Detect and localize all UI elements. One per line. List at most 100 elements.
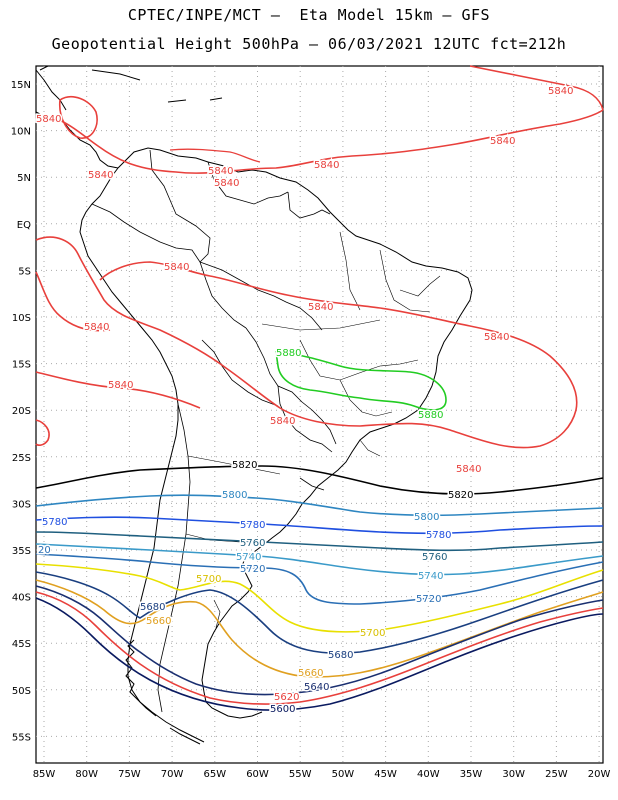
label-5820: 5820 xyxy=(448,490,473,501)
contour-5740 xyxy=(35,543,604,576)
map-frame xyxy=(35,65,604,764)
yucatan-coast xyxy=(35,69,67,111)
longitude-labels: 85W 80W 75W 70W 65W 60W 55W 50W 45W 40W 35W 30W 25W 2… xyxy=(33,769,611,780)
contour-lines xyxy=(35,65,604,711)
contour-5780 xyxy=(35,516,604,535)
contour-5840-northeast xyxy=(469,65,604,111)
lon-label: 75W xyxy=(118,769,141,780)
contour-5840-south xyxy=(35,236,578,449)
lon-label: 50W xyxy=(332,769,355,780)
label-5880: 5880 xyxy=(418,410,443,421)
label-5800: 5800 xyxy=(414,512,439,523)
lon-label: 45W xyxy=(374,769,397,780)
lat-label: 45S xyxy=(12,639,31,650)
contour-5840-pacific xyxy=(35,371,201,409)
label-5840: 5840 xyxy=(88,170,113,181)
lon-label: 40W xyxy=(417,769,440,780)
label-5840: 5840 xyxy=(164,262,189,273)
label-5640: 5640 xyxy=(304,682,329,693)
label-5840: 5840 xyxy=(270,416,295,427)
map-subtitle: Geopotential Height 500hPa – 06/03/2021 … xyxy=(51,35,567,53)
label-5840: 5840 xyxy=(108,380,133,391)
label-5740: 5740 xyxy=(236,552,261,563)
contour-5720 xyxy=(35,553,604,605)
lat-label: 55S xyxy=(12,732,31,743)
lat-label: 5S xyxy=(18,266,31,277)
label-5840: 5840 xyxy=(308,302,333,313)
lon-label: 35W xyxy=(460,769,483,780)
lat-label: 30S xyxy=(12,499,31,510)
label-5700: 5700 xyxy=(196,574,221,585)
contour-5620 xyxy=(35,591,604,705)
contour-5760 xyxy=(35,531,604,552)
label-5840: 5840 xyxy=(84,322,109,333)
contour-5840-west xyxy=(35,271,111,332)
label-5720: 5720 xyxy=(416,594,441,605)
label-5660: 5660 xyxy=(146,616,171,627)
label-5680: 5680 xyxy=(328,650,353,661)
country-borders xyxy=(91,149,441,713)
contour-5600 xyxy=(35,597,604,711)
lat-label: EQ xyxy=(17,220,31,231)
map-title: CPTEC/INPE/MCT – Eta Model 15km – GFS xyxy=(127,6,491,24)
lat-label: 20S xyxy=(12,406,31,417)
caribbean-islands xyxy=(91,69,141,81)
lon-label: 20W xyxy=(588,769,611,780)
lat-label: 50S xyxy=(12,686,31,697)
lon-label: 80W xyxy=(75,769,98,780)
contour-5840-small-loop xyxy=(35,419,50,446)
label-5800: 5800 xyxy=(222,490,247,501)
lon-label: 30W xyxy=(502,769,525,780)
lat-label: 25S xyxy=(12,453,31,464)
label-5700: 5700 xyxy=(360,628,385,639)
label-5600: 5600 xyxy=(270,704,295,715)
contour-5820 xyxy=(35,465,604,495)
lon-label: 65W xyxy=(203,769,226,780)
lon-label: 70W xyxy=(161,769,184,780)
contour-5700 xyxy=(35,563,604,633)
coastlines xyxy=(35,65,473,745)
label-5840: 5840 xyxy=(208,166,233,177)
label-5840: 5840 xyxy=(484,332,509,343)
label-5840: 5840 xyxy=(490,136,515,147)
lat-label: 35S xyxy=(12,546,31,557)
lat-label: 10N xyxy=(11,127,31,138)
contour-5800 xyxy=(35,494,604,517)
lat-label: 40S xyxy=(12,593,31,604)
contour-labels: 5840 5840 5840 5840 5840 5840 5840 5840 … xyxy=(35,85,575,717)
contour-5840-north xyxy=(35,109,604,174)
label-5780: 5780 xyxy=(42,517,67,528)
lon-label: 25W xyxy=(545,769,568,780)
label-5840: 5840 xyxy=(548,86,573,97)
label-5840: 5840 xyxy=(36,114,61,125)
contour-5680 xyxy=(35,571,604,654)
lat-label: 15N xyxy=(11,80,31,91)
lat-label: 5N xyxy=(17,173,31,184)
label-5720: 20 xyxy=(38,545,51,556)
lat-label: 15S xyxy=(12,360,31,371)
contour-5640 xyxy=(35,585,604,696)
lon-label: 85W xyxy=(33,769,56,780)
label-5740: 5740 xyxy=(418,571,443,582)
lon-label: 60W xyxy=(246,769,269,780)
label-5840: 5840 xyxy=(314,160,339,171)
latitude-labels: 15N 10N 5N EQ 5S 10S 15S 20S 25S 30S 35S 40S 45S 50S 5… xyxy=(11,80,31,743)
label-5680: 5680 xyxy=(140,602,165,613)
label-5880: 5880 xyxy=(276,348,301,359)
label-5840: 5840 xyxy=(214,178,239,189)
contour-5840-caribbean-loop xyxy=(58,96,98,139)
label-5760: 5760 xyxy=(422,552,447,563)
label-5620: 5620 xyxy=(274,692,299,703)
label-5820: 5820 xyxy=(232,460,257,471)
label-5840: 5840 xyxy=(456,464,481,475)
label-5660: 5660 xyxy=(298,668,323,679)
contour-5880 xyxy=(275,351,447,411)
label-5760: 5760 xyxy=(240,538,265,549)
south-america-west-coast xyxy=(79,167,205,743)
label-5780: 5780 xyxy=(240,520,265,531)
label-5780: 5780 xyxy=(426,530,451,541)
lat-label: 10S xyxy=(12,313,31,324)
lon-label: 55W xyxy=(289,769,312,780)
label-5720: 5720 xyxy=(240,564,265,575)
